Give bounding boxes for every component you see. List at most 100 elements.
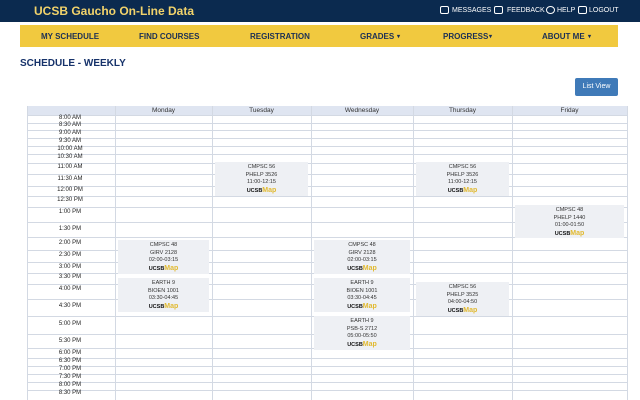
map-ucsb: UCSB — [148, 303, 165, 310]
list-view-button[interactable]: List View — [575, 78, 618, 96]
class-time: 05:00-05:50 — [347, 333, 377, 339]
time-label: 7:00 PM — [58, 366, 82, 372]
map-word: Map — [362, 340, 377, 348]
map-word: Map — [262, 186, 277, 194]
nav-item[interactable]: PROGRESS — [443, 32, 489, 41]
column-line — [115, 106, 116, 400]
map-link[interactable]: UCSBMap — [118, 265, 209, 274]
row-line — [27, 138, 627, 139]
map-link[interactable]: UCSBMap — [416, 187, 509, 196]
time-label: 2:00 PM — [58, 240, 82, 246]
map-ucsb: UCSB — [554, 230, 571, 237]
course: EARTH 9 — [350, 280, 374, 286]
row-line — [27, 130, 627, 131]
time-label: 8:00 AM — [58, 115, 81, 121]
map-link[interactable]: UCSBMap — [314, 341, 410, 350]
map-ucsb: UCSB — [148, 265, 165, 272]
day-header: Wednesday — [311, 106, 413, 115]
logout-icon[interactable] — [578, 6, 587, 14]
row-line — [27, 154, 627, 155]
time-label: 7:30 PM — [58, 374, 82, 380]
row-line — [27, 196, 627, 197]
row-line — [27, 146, 627, 147]
messages-icon[interactable] — [440, 6, 449, 14]
map-link[interactable]: UCSBMap — [314, 303, 410, 312]
room: PHELP 3525 — [446, 291, 479, 298]
class-block: CMPSC 56 PHELP 3526 11:00-12:15 UCSBMap — [215, 162, 308, 196]
room: GIRV 2128 — [348, 249, 376, 256]
nav-bar: MY SCHEDULE FIND COURSES REGISTRATION GR… — [20, 25, 618, 47]
messages-link[interactable]: MESSAGES — [452, 7, 492, 14]
nav-item[interactable]: FIND COURSES — [139, 32, 200, 41]
site-title[interactable]: UCSB Gaucho On-Line Data — [34, 4, 195, 18]
course: CMPSC 56 — [448, 284, 477, 290]
time-label: 9:00 AM — [58, 130, 81, 136]
map-word: Map — [463, 306, 478, 314]
time-label: 5:00 PM — [58, 321, 82, 327]
map-link[interactable]: UCSBMap — [515, 230, 624, 239]
map-link[interactable]: UCSBMap — [215, 187, 308, 196]
day-header: Friday — [512, 106, 627, 115]
class-time: 02:00-03:15 — [148, 257, 179, 263]
room: PHELP 3526 — [446, 171, 479, 178]
nav-item[interactable]: ABOUT ME — [542, 32, 585, 41]
room: PSB-S 2712 — [346, 325, 378, 332]
time-label: 4:00 PM — [58, 286, 82, 292]
time-label: 11:30 AM — [57, 176, 83, 182]
room: GIRV 2128 — [149, 249, 178, 256]
map-word: Map — [362, 302, 377, 310]
class-block: EARTH 9 BIOEN 1001 03:30-04:45 UCSBMap — [314, 278, 410, 312]
column-line — [311, 106, 312, 400]
time-label: 1:30 PM — [58, 226, 82, 232]
class-block: CMPSC 48 PHELP 1440 01:00-01:50 UCSBMap — [515, 205, 624, 238]
class-block: CMPSC 56 PHELP 3525 04:00-04:50 UCSBMap — [416, 282, 509, 316]
feedback-icon[interactable] — [494, 6, 503, 14]
course: CMPSC 56 — [247, 164, 276, 170]
map-link[interactable]: UCSBMap — [118, 303, 209, 312]
row-line — [27, 390, 627, 391]
day-header: Thursday — [413, 106, 512, 115]
course: EARTH 9 — [151, 280, 176, 286]
map-ucsb: UCSB — [447, 187, 464, 194]
help-icon[interactable] — [546, 6, 555, 14]
time-label: 11:00 AM — [57, 164, 83, 170]
class-time: 11:00-12:15 — [247, 179, 276, 185]
course: CMPSC 56 — [448, 164, 477, 170]
room: BIOEN 1001 — [148, 287, 179, 294]
row-line — [27, 358, 627, 359]
nav-item[interactable]: REGISTRATION — [250, 32, 310, 41]
row-line — [27, 382, 627, 383]
course: CMPSC 48 — [555, 207, 584, 213]
row-line — [27, 174, 627, 175]
map-word: Map — [164, 302, 179, 310]
class-time: 03:30-04:45 — [347, 295, 377, 301]
row-line — [27, 115, 627, 116]
map-ucsb: UCSB — [447, 307, 464, 314]
map-word: Map — [164, 264, 179, 272]
class-time: 04:00-04:50 — [447, 299, 478, 305]
time-label: 6:00 PM — [58, 350, 82, 356]
nav-item[interactable]: GRADES — [360, 32, 395, 41]
time-label: 3:30 PM — [58, 274, 82, 280]
nav-item[interactable]: MY SCHEDULE — [41, 32, 100, 41]
map-link[interactable]: UCSBMap — [416, 307, 509, 316]
map-word: Map — [463, 186, 478, 194]
column-line — [627, 106, 628, 400]
logout-link[interactable]: LOGOUT — [589, 7, 619, 14]
class-block: EARTH 9 PSB-S 2712 05:00-05:50 UCSBMap — [314, 316, 410, 350]
column-line — [413, 106, 414, 400]
row-line — [27, 221, 627, 223]
help-link[interactable]: HELP — [557, 7, 576, 14]
time-label: 5:30 PM — [58, 338, 82, 344]
page-title: SCHEDULE - WEEKLY — [20, 58, 126, 69]
time-label: 4:30 PM — [58, 303, 82, 309]
map-link[interactable]: UCSBMap — [314, 265, 410, 274]
course: EARTH 9 — [350, 318, 374, 324]
time-label: 8:00 PM — [58, 382, 82, 388]
feedback-link[interactable]: FEEDBACK — [507, 7, 545, 14]
table-header — [27, 106, 115, 115]
room: PHELP 1440 — [553, 214, 586, 221]
row-line — [27, 163, 627, 164]
course: CMPSC 48 — [149, 242, 178, 248]
